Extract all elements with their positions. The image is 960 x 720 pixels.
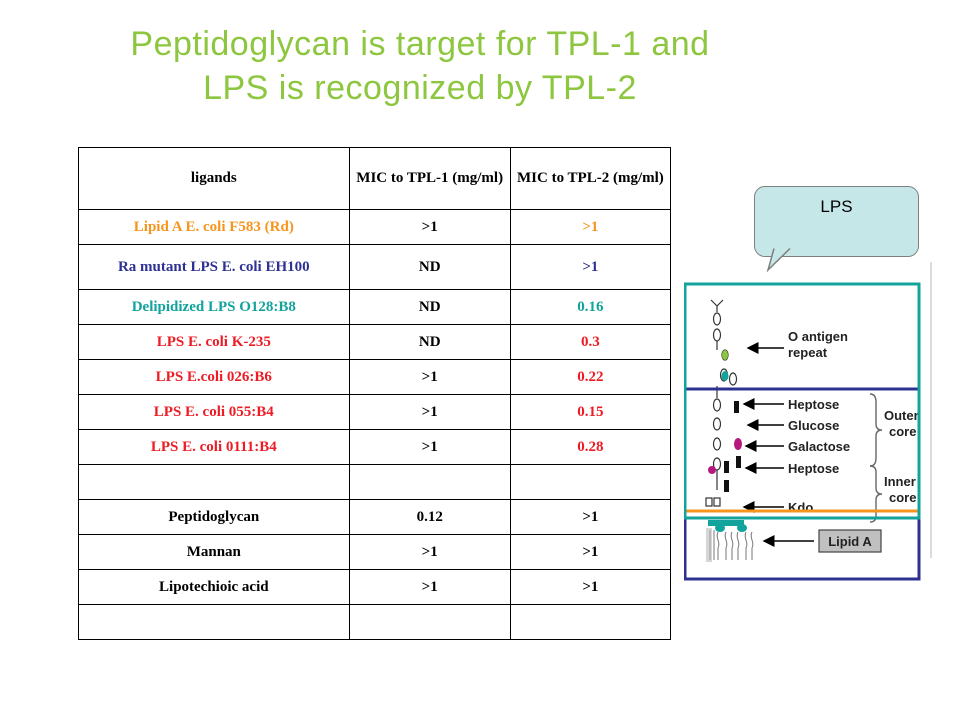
label-heptose-outer: Heptose: [788, 397, 839, 412]
ligand-cell: Peptidoglycan: [78, 499, 350, 535]
mic-tpl1-cell: [348, 464, 511, 500]
mic-tpl2-cell: 0.16: [509, 289, 672, 325]
mic-tpl2-cell: 0.15: [509, 394, 672, 430]
mic-tpl2-cell: >1: [509, 209, 672, 245]
label-lipid-a: Lipid A: [828, 534, 872, 549]
label-repeat: repeat: [788, 345, 828, 360]
table-row: LPS E. coli K-235 ND 0.3: [78, 324, 672, 360]
slide-title: Peptidoglycan is target for TPL-1 and LP…: [60, 22, 780, 110]
ligand-cell: [78, 464, 350, 500]
mic-tpl1-cell: >1: [348, 569, 511, 605]
label-glucose: Glucose: [788, 418, 839, 433]
label-heptose-inner: Heptose: [788, 461, 839, 476]
column-header: ligands: [78, 147, 350, 210]
mic-tpl2-cell: >1: [509, 569, 672, 605]
ligand-cell: LPS E. coli 055:B4: [78, 394, 350, 430]
ligand-cell: Lipid A E. coli F583 (Rd): [78, 209, 350, 245]
mic-tpl2-cell: >1: [509, 534, 672, 570]
label-galactose: Galactose: [788, 439, 850, 454]
mic-tpl2-cell: 0.28: [509, 429, 672, 465]
table-row: [78, 464, 672, 500]
ligand-mic-table: ligands MIC to TPL-1 (mg/ml) MIC to TPL-2 …: [78, 147, 672, 640]
table-row: Lipid A E. coli F583 (Rd) >1 >1: [78, 209, 672, 245]
mic-tpl2-cell: [509, 604, 672, 640]
label-outer: Outer: [884, 408, 919, 423]
table-row: LPS E. coli 055:B4 >1 0.15: [78, 394, 672, 430]
table-row: Lipotechioic acid >1 >1: [78, 569, 672, 605]
table-row: Delipidized LPS O128:B8 ND 0.16: [78, 289, 672, 325]
o-antigen-green-sugar: [722, 350, 728, 360]
table-row: LPS E.coli 026:B6 >1 0.22: [78, 359, 672, 395]
mic-tpl1-cell: [348, 604, 511, 640]
table-row: Mannan >1 >1: [78, 534, 672, 570]
mic-tpl1-cell: ND: [348, 289, 511, 325]
mic-tpl1-cell: ND: [348, 324, 511, 360]
label-inner: Inner: [884, 474, 916, 489]
mic-tpl1-cell: >1: [348, 534, 511, 570]
table-row: Ra mutant LPS E. coli EH100 ND >1: [78, 244, 672, 290]
label-kdo: Kdo: [788, 500, 813, 515]
lps-callout: [754, 186, 919, 257]
mic-tpl1-cell: ND: [348, 244, 511, 290]
column-header: MIC to TPL-1 (mg/ml): [348, 147, 511, 210]
table-row: LPS E. coli 0111:B4 >1 0.28: [78, 429, 672, 465]
ligand-cell: LPS E. coli 0111:B4: [78, 429, 350, 465]
mic-tpl2-cell: 0.22: [509, 359, 672, 395]
ligand-cell: LPS E. coli K-235: [78, 324, 350, 360]
o-antigen-teal-sugar: [721, 371, 729, 381]
label-inner-core: core: [889, 490, 916, 505]
lps-structure-diagram: O antigen repeat Heptose Glucose Galacto…: [684, 262, 932, 581]
title-line-1: Peptidoglycan is target for TPL-1 and: [130, 25, 710, 63]
mic-tpl1-cell: 0.12: [348, 499, 511, 535]
mic-tpl1-cell: >1: [348, 429, 511, 465]
ligand-cell: Delipidized LPS O128:B8: [78, 289, 350, 325]
mic-tpl1-cell: >1: [348, 394, 511, 430]
column-header: MIC to TPL-2 (mg/ml): [509, 147, 672, 210]
mic-tpl1-cell: >1: [348, 209, 511, 245]
lipid-a-graphic: [706, 520, 754, 562]
mic-tpl2-cell: [509, 464, 672, 500]
ligand-cell: Lipotechioic acid: [78, 569, 350, 605]
core-chain: [705, 386, 722, 507]
ligand-cell: [78, 604, 350, 640]
lipid-a-box: [818, 529, 882, 553]
ligand-cell: LPS E.coli 026:B6: [78, 359, 350, 395]
table-row: Peptidoglycan 0.12 >1: [78, 499, 672, 535]
table-row: [78, 604, 672, 640]
title-line-2: LPS is recognized by TPL-2: [203, 69, 637, 107]
mic-tpl2-cell: >1: [509, 244, 672, 290]
teal-frame: [684, 282, 921, 520]
table-header-row: ligands MIC to TPL-1 (mg/ml) MIC to TPL-2 …: [78, 147, 672, 210]
label-o-antigen: O antigen: [788, 329, 848, 344]
mic-tpl2-cell: >1: [509, 499, 672, 535]
lps-callout-label: LPS: [820, 197, 853, 216]
ligand-cell: Ra mutant LPS E. coli EH100: [78, 244, 350, 290]
ligand-cell: Mannan: [78, 534, 350, 570]
mic-tpl1-cell: >1: [348, 359, 511, 395]
o-antigen-chain: [710, 299, 738, 386]
callout-tail: [766, 248, 791, 272]
mic-tpl2-cell: 0.3: [509, 324, 672, 360]
label-outer-core: core: [889, 424, 916, 439]
